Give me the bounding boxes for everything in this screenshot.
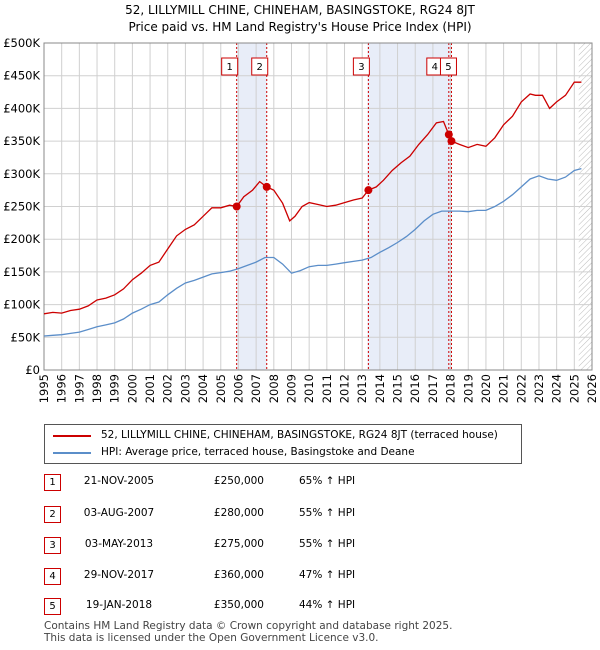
x-tick-label: 2007 [249,374,263,403]
sale-number-badge: 3 [44,537,61,554]
hpi-line [43,167,582,337]
x-tick-label: 1996 [55,374,69,403]
sale-point [262,182,271,191]
x-tick-label: 2026 [585,374,599,403]
sale-hpi-change: 55% ↑ HPI [299,507,356,519]
property-price-line [43,81,582,315]
y-tick-label: £350K [3,134,40,148]
y-tick-label: £500K [3,36,40,50]
x-tick-label: 2015 [391,374,405,403]
x-tick-label: 2020 [479,374,493,403]
sale-point [364,186,373,195]
sale-marker-label: 1 [226,62,232,73]
sale-row: 2 03-AUG-2007 £280,000 55% ↑ HPI [44,504,584,524]
x-tick-label: 2010 [302,374,316,403]
sale-date: 29-NOV-2017 [83,569,155,581]
x-tick-label: 2019 [461,374,475,403]
x-tick-label: 2003 [178,374,192,403]
x-tick-label: 1998 [90,374,104,403]
sale-price: £275,000 [213,538,264,550]
x-tick-label: 1997 [72,374,86,403]
x-tick-label: 2014 [373,374,387,403]
sale-hpi-change: 65% ↑ HPI [299,475,356,487]
legend-swatch-property [53,435,91,437]
title-line-1: 52, LILLYMILL CHINE, CHINEHAM, BASINGSTO… [125,3,475,17]
footer-license: This data is licensed under the Open Gov… [44,632,379,644]
sale-marker-box [221,57,239,76]
sale-row: 4 29-NOV-2017 £360,000 47% ↑ HPI [44,566,584,586]
sale-price: £360,000 [213,569,264,581]
sale-row: 3 03-MAY-2013 £275,000 55% ↑ HPI [44,535,584,555]
x-tick-label: 2025 [567,374,581,403]
x-tick-label: 1995 [37,374,51,403]
x-tick-label: 2006 [231,374,245,403]
x-tick-label: 2023 [532,374,546,403]
y-tick-label: £150K [3,265,40,279]
sale-marker-box [352,57,370,76]
sale-point [232,202,241,211]
x-tick-label: 2017 [426,374,440,403]
sale-number-badge: 2 [44,506,61,523]
legend-label-hpi: HPI: Average price, terraced house, Basi… [101,446,415,458]
y-tick-label: £300K [3,167,40,181]
sale-price: £250,000 [213,475,264,487]
sale-hpi-change: 47% ↑ HPI [299,569,356,581]
sale-number-badge: 5 [44,598,61,615]
x-tick-label: 2013 [355,374,369,403]
x-tick-label: 2022 [514,374,528,403]
sale-row: 1 21-NOV-2005 £250,000 65% ↑ HPI [44,472,584,492]
sale-marker-box [251,57,269,76]
x-tick-label: 2018 [444,374,458,403]
x-tick-label: 2001 [143,374,157,403]
x-tick-label: 2011 [320,374,334,403]
sale-number-badge: 1 [44,474,61,491]
x-tick-label: 2005 [214,374,228,403]
sale-hpi-change: 44% ↑ HPI [299,599,356,611]
y-tick-label: £400K [3,101,40,115]
x-tick-label: 2002 [161,374,175,403]
sale-marker-label: 3 [358,62,364,73]
sale-number-badge: 4 [44,568,61,585]
chart-title: 52, LILLYMILL CHINE, CHINEHAM, BASINGSTO… [0,2,600,36]
x-tick-label: 2008 [267,374,281,403]
x-tick-label: 2021 [497,374,511,403]
y-tick-label: £450K [3,69,40,83]
sale-price: £280,000 [213,507,264,519]
x-tick-label: 2016 [408,374,422,403]
x-tick-label: 2009 [284,374,298,403]
price-chart: £0 £50K £100K £150K £200K £250K £300K £350K £400… [3,36,599,403]
x-tick-label: 2024 [550,374,564,403]
plot-area [43,42,593,371]
y-tick-label: £0 [25,363,40,377]
x-tick-label: 1999 [108,374,122,403]
y-tick-label: £200K [3,232,40,246]
sale-marker-label: 4 [432,62,438,73]
sale-date: 21-NOV-2005 [83,475,155,487]
sale-row: 5 19-JAN-2018 £350,000 44% ↑ HPI [44,596,584,616]
x-tick-label: 2000 [125,374,139,403]
legend-swatch-hpi [53,452,91,454]
title-line-2: Price paid vs. HM Land Registry's House … [128,20,472,34]
footer: Contains HM Land Registry data © Crown c… [44,620,452,644]
y-tick-label: £250K [3,200,40,214]
sale-hpi-change: 55% ↑ HPI [299,538,356,550]
y-tick-label: £50K [11,330,41,344]
y-tick-label: £100K [3,298,40,312]
sale-marker-label: 5 [445,62,451,73]
x-tick-label: 2012 [338,374,352,403]
sale-date: 03-MAY-2013 [84,538,154,550]
sale-point [447,137,456,146]
sale-date: 03-AUG-2007 [83,507,155,519]
x-tick-label: 2004 [196,374,210,403]
sale-marker-box [439,57,457,76]
sale-date: 19-JAN-2018 [85,599,153,611]
legend-label-property: 52, LILLYMILL CHINE, CHINEHAM, BASINGSTO… [101,429,498,441]
footer-copyright: Contains HM Land Registry data © Crown c… [44,620,453,632]
sale-price: £350,000 [213,599,264,611]
sale-marker-label: 2 [257,62,263,73]
sale-point [444,130,453,139]
legend: 52, LILLYMILL CHINE, CHINEHAM, BASINGSTO… [44,424,522,464]
